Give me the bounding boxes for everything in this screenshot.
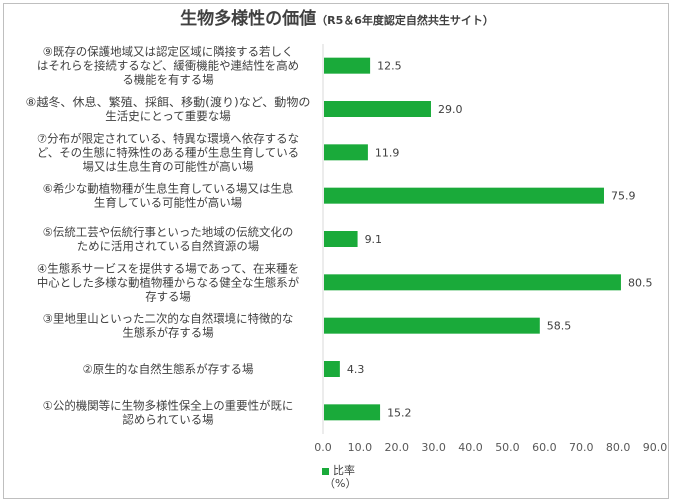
- data-label: 75.9: [611, 190, 636, 203]
- category-label: ⑨既存の保護地域又は認定区域に隣接する若しくはそれらを接続するなど、緩衝機能や連…: [37, 45, 299, 87]
- category-label: ⑦分布が限定されている、特異な環境へ依存するなど、その生態に特殊性のある種が生息…: [37, 131, 299, 173]
- bar: [324, 57, 371, 74]
- x-tick-label: 70.0: [569, 441, 594, 454]
- legend-unit: （%）: [324, 477, 357, 490]
- data-label: 9.1: [365, 233, 383, 246]
- bar: [324, 101, 431, 117]
- bar: [324, 361, 340, 377]
- legend: 比率 （%）: [322, 464, 356, 490]
- data-label: 29.0: [438, 103, 463, 116]
- category-label: ⑤伝統工芸や伝統行事といった地域の伝統文化のために活用されている自然資源の場: [43, 225, 294, 253]
- bar: [324, 144, 368, 161]
- legend-label: 比率: [333, 464, 355, 477]
- x-tick-label: 60.0: [532, 441, 557, 454]
- x-tick-label: 90.0: [643, 441, 668, 454]
- data-label: 58.5: [547, 320, 572, 333]
- chart-subtitle: （R5＆6年度認定自然共生サイト）: [316, 14, 494, 27]
- data-label: 15.2: [387, 406, 412, 419]
- category-label: ②原生的な自然生態系が存する場: [83, 362, 254, 376]
- category-label: ⑧越冬、休息、繁殖、採餌、移動(渡り)など、動物の生活史にとって重要な場: [26, 95, 311, 123]
- legend-swatch: [322, 467, 329, 475]
- x-tick-label: 10.0: [348, 441, 373, 454]
- bar: [324, 231, 358, 247]
- bar: [324, 317, 540, 334]
- category-label: ①公的機関等に生物多様性保全上の重要性が既に認められている場: [43, 398, 294, 426]
- category-label: ④生態系サービスを提供する場であって、在来種を中心とした多様な動植物種からなる健…: [37, 261, 300, 303]
- x-tick-label: 80.0: [606, 441, 631, 454]
- x-tick-label: 20.0: [385, 441, 410, 454]
- category-label: ⑥希少な動植物種が生息生育している場又は生息生育している可能性が高い場: [43, 182, 294, 210]
- x-tick-label: 40.0: [458, 441, 483, 454]
- data-label: 80.5: [628, 276, 653, 289]
- x-tick-label: 30.0: [421, 441, 446, 454]
- data-label: 11.9: [375, 146, 400, 159]
- data-label: 4.3: [347, 363, 365, 376]
- x-tick-label: 50.0: [495, 441, 520, 454]
- bar: [324, 274, 621, 291]
- x-tick-label: 0.0: [314, 441, 332, 454]
- data-label: 12.5: [377, 60, 402, 73]
- category-label: ③里地里山といった二次的な自然環境に特徴的な生態系が存する場: [43, 312, 294, 340]
- chart-title-main: 生物多様性の価値: [180, 9, 317, 29]
- bar: [324, 404, 381, 421]
- bar: [324, 187, 604, 204]
- chart-title: 生物多様性の価値（R5＆6年度認定自然共生サイト）: [0, 4, 674, 29]
